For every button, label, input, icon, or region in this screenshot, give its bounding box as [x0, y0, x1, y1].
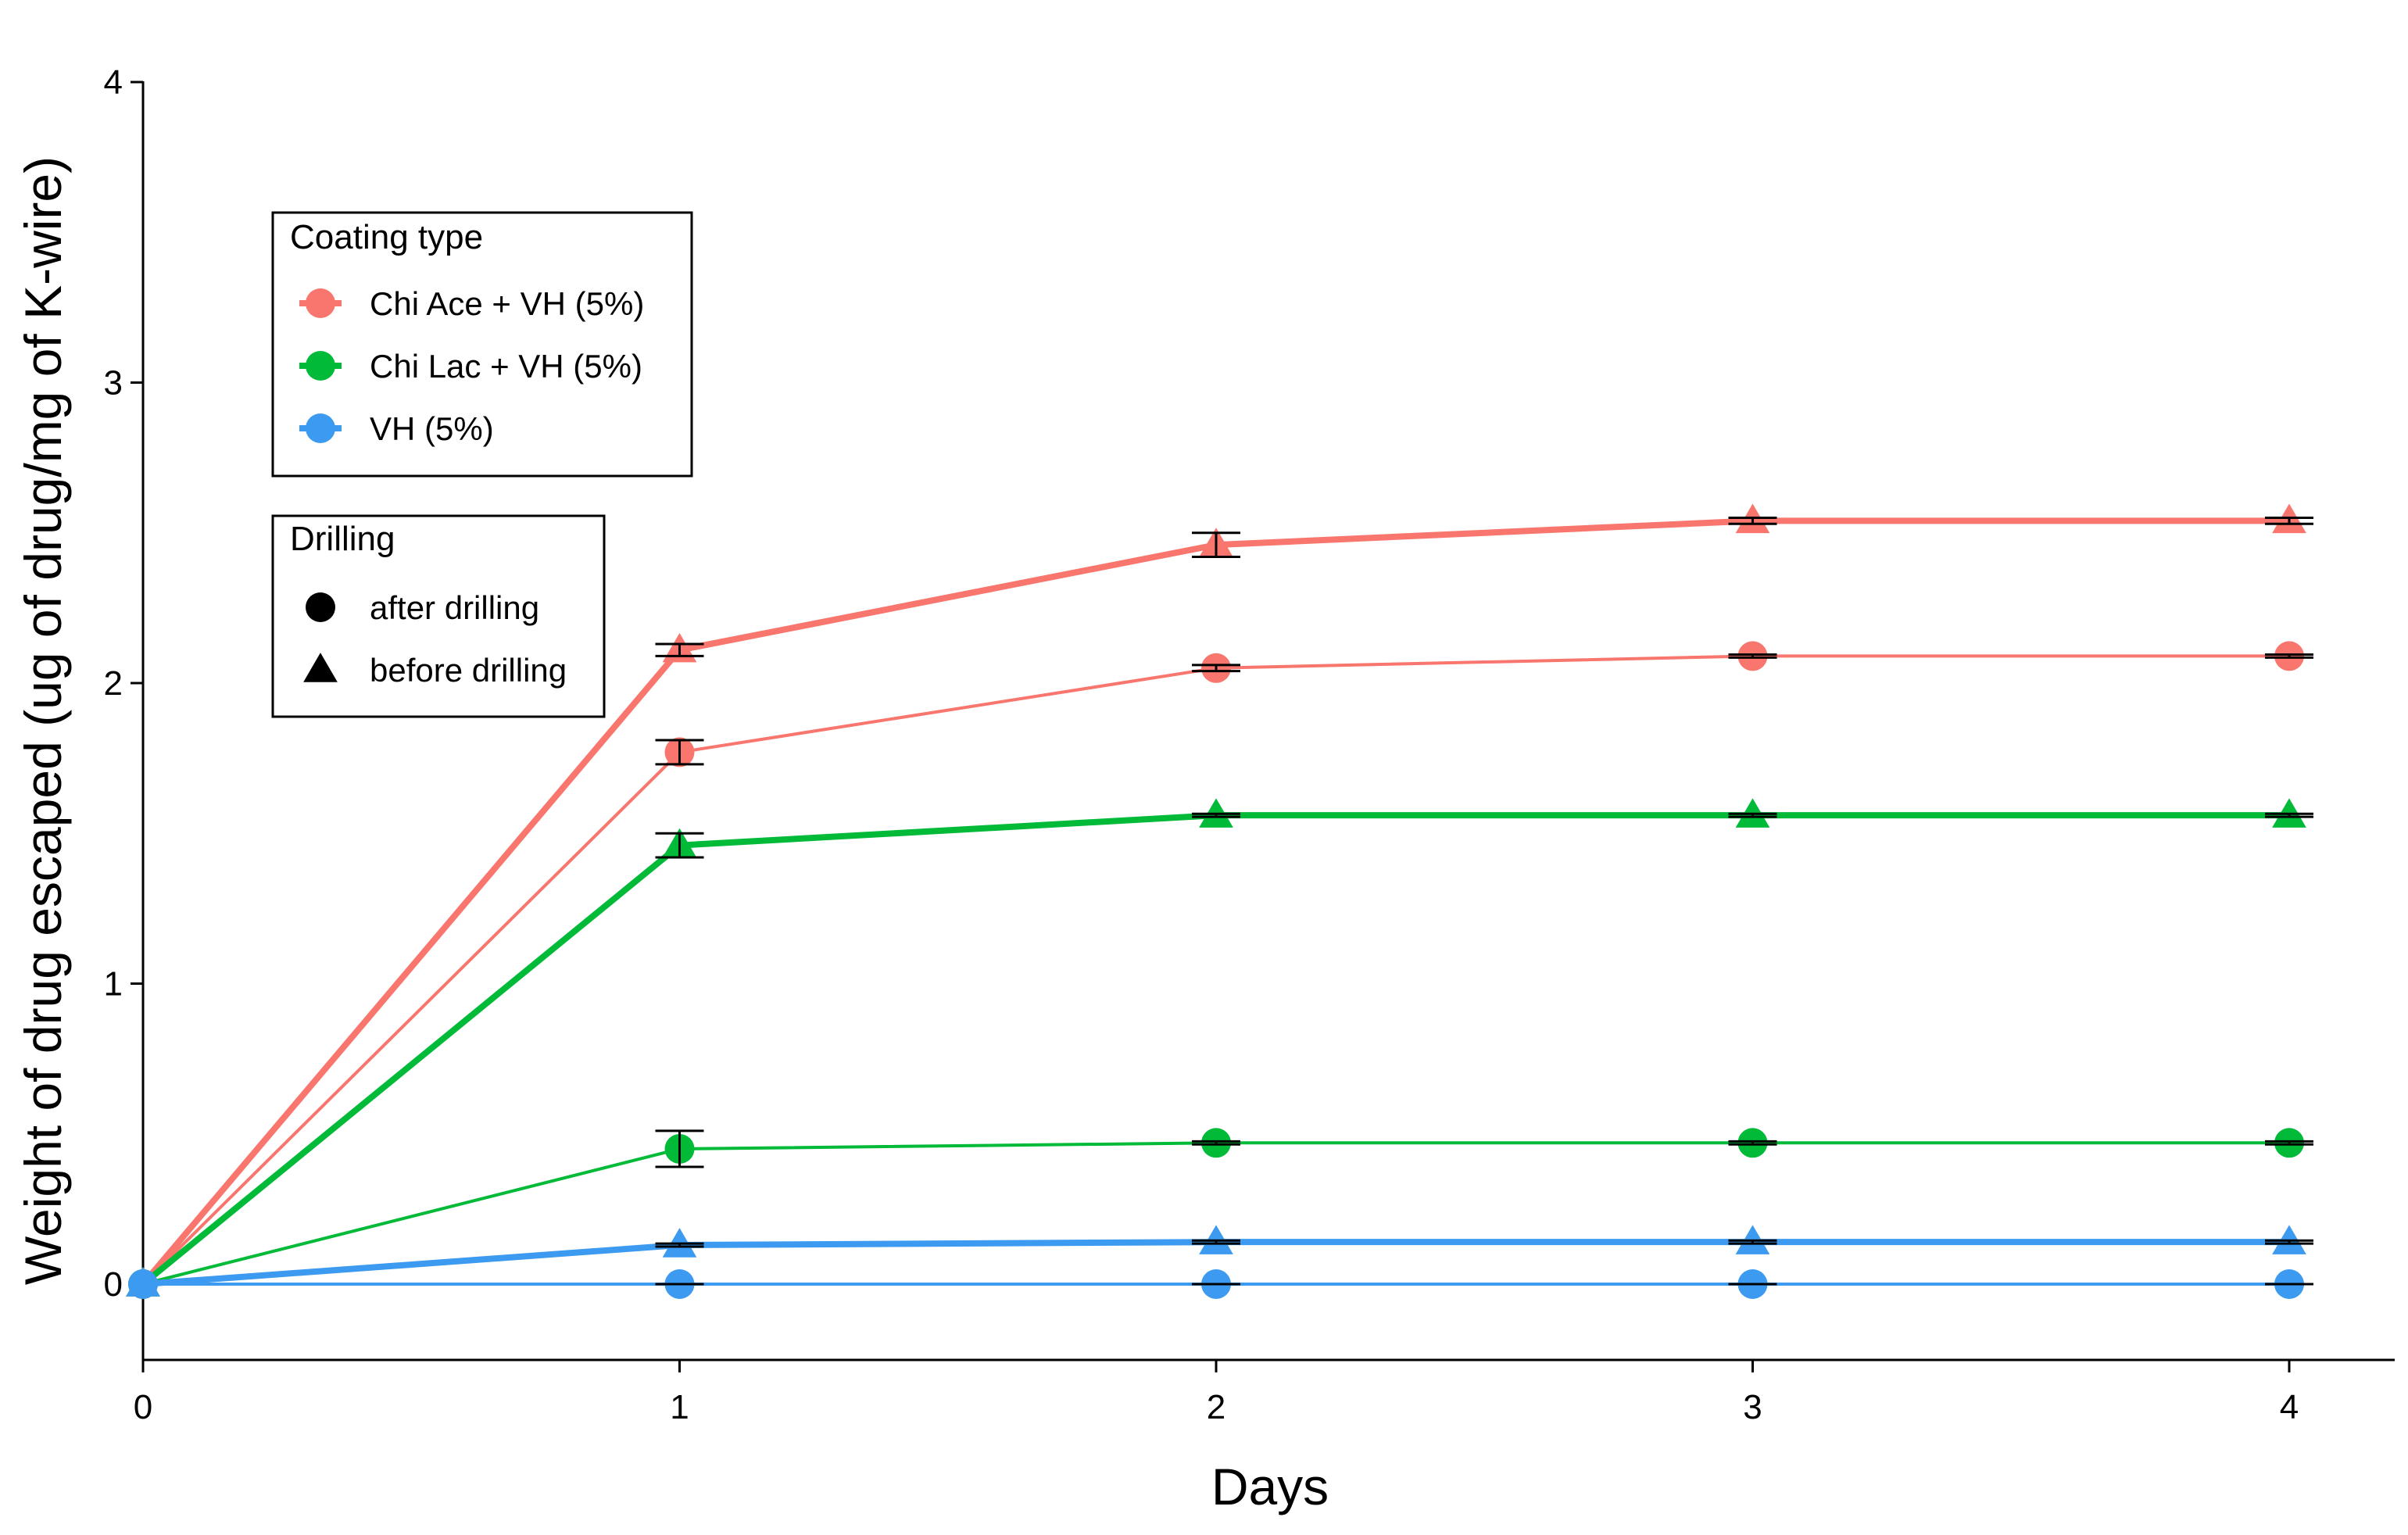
legend-coating-title: Coating type — [290, 218, 483, 256]
legend-shape-key — [303, 653, 338, 682]
legend-drilling-item-label: before drilling — [370, 652, 567, 689]
y-tick-label: 3 — [104, 364, 123, 403]
y-tick-label: 2 — [104, 664, 123, 703]
data-point — [128, 1269, 158, 1299]
series-line — [140, 812, 2292, 1287]
legend-shape-key — [306, 592, 335, 622]
legend-drilling-title: Drilling — [290, 520, 395, 558]
y-axis-label: Weight of drug escaped (ug of drug/mg of… — [14, 156, 72, 1285]
x-tick-label: 2 — [1207, 1388, 1225, 1426]
y-tick-label: 1 — [104, 965, 123, 1004]
legend-key-point — [306, 288, 335, 318]
y-tick-label: 4 — [104, 63, 123, 102]
x-tick-label: 0 — [134, 1388, 152, 1426]
legend-key-point — [306, 351, 335, 381]
legend-key-point — [306, 413, 335, 443]
x-tick-label: 1 — [670, 1388, 689, 1426]
legend-coating-box — [271, 211, 693, 478]
legend-coating-item-label: Chi Lac + VH (5%) — [370, 348, 642, 385]
y-tick-label: 0 — [104, 1265, 123, 1304]
legend-coating-item-label: VH (5%) — [370, 410, 494, 447]
axes — [141, 81, 2395, 1361]
series-layer — [126, 503, 2313, 1299]
x-tick-label: 3 — [1743, 1388, 1762, 1426]
legend-drilling: Drilling after drilling before drilling — [271, 514, 606, 718]
legend-coating: Coating type Chi Ace + VH (5%) Chi Lac + … — [271, 211, 693, 478]
series-line — [141, 654, 2291, 1286]
x-axis-label: Days — [1211, 1458, 1329, 1515]
x-tick-label: 4 — [2280, 1388, 2299, 1426]
legend-coating-item-label: Chi Ace + VH (5%) — [370, 285, 644, 322]
legend-drilling-item-label: after drilling — [370, 589, 539, 626]
